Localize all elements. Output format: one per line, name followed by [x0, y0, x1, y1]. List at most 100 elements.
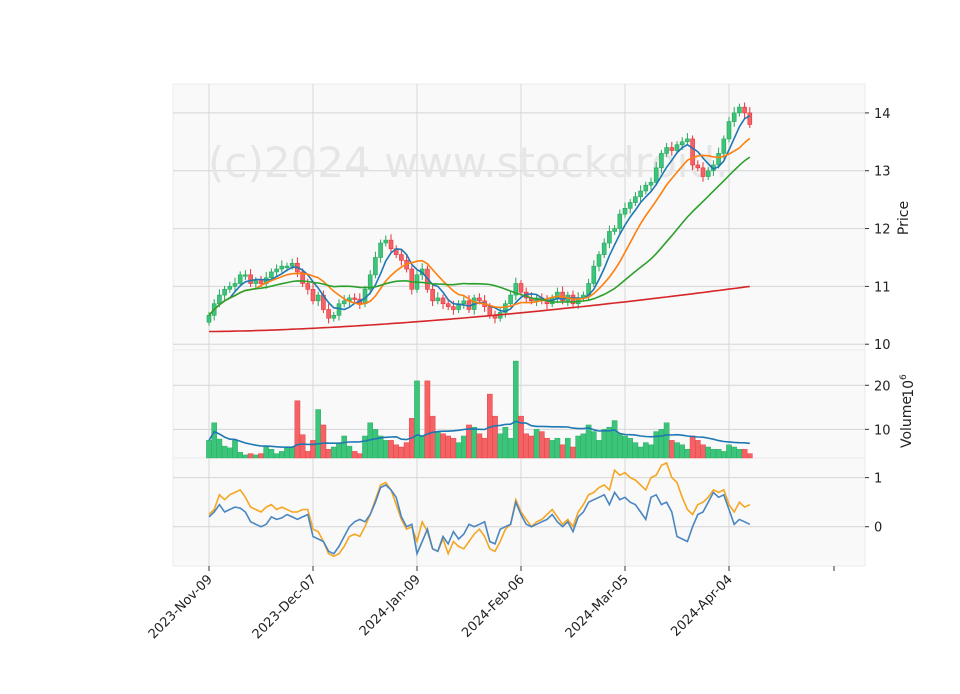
candle-up	[274, 268, 279, 273]
volume-bar-up	[263, 446, 270, 459]
volume-bar-up	[216, 438, 223, 459]
candle-up	[284, 265, 290, 268]
candle-up	[513, 283, 519, 296]
candle-down	[430, 288, 435, 302]
volume-bar-up	[731, 446, 737, 459]
candle-up	[664, 147, 669, 154]
volume-bar-up	[632, 442, 639, 459]
candle-up	[607, 231, 612, 244]
volume-axis-label: Volume	[899, 396, 915, 448]
volume-bar-up	[471, 426, 478, 459]
candle-up	[331, 315, 337, 319]
volume-bar-up	[622, 435, 628, 459]
x-tick-label: 2024-Mar-05	[563, 572, 632, 641]
candle-down	[258, 280, 264, 284]
volume-bar-up	[226, 447, 233, 459]
volume-bar-down	[403, 442, 410, 459]
volume-bar-up	[637, 446, 644, 459]
candle-up	[237, 274, 243, 284]
candle-up	[638, 190, 643, 198]
volume-bar-down	[310, 440, 316, 459]
volume-bar-up	[679, 444, 685, 459]
candle-up	[685, 138, 690, 143]
volume-bar-up	[627, 437, 633, 459]
volume-bar-up	[237, 452, 244, 459]
candle-down	[487, 306, 493, 316]
volume-bar-up	[372, 429, 379, 459]
volume-bar-down	[559, 444, 566, 459]
volume-bar-down	[388, 440, 394, 459]
volume-bar-up	[232, 440, 238, 459]
volume-bar-up	[279, 451, 285, 459]
volume-bar-down	[741, 448, 748, 459]
volume-bar-down	[294, 400, 301, 459]
candle-up	[378, 242, 383, 258]
volume-bar-down	[539, 431, 545, 459]
volume-bar-up	[674, 442, 680, 459]
oscillator-tick-label: 1	[874, 472, 882, 487]
volume-bar-up	[736, 448, 743, 459]
oscillator-line-a	[208, 484, 751, 557]
watermark-text: (c)2024 www.stockdroid.	[208, 138, 729, 187]
volume-bar-up	[502, 426, 509, 459]
volume-bar-down	[445, 435, 452, 459]
x-tick-label: 2024-Jan-09	[357, 572, 424, 639]
volume-bar-up	[643, 442, 649, 459]
volume-bar-up	[346, 445, 353, 459]
volume-bar-up	[601, 429, 607, 459]
candle-up	[336, 303, 342, 316]
volume-bar-up	[596, 440, 602, 459]
candle-down	[440, 297, 446, 305]
volume-bar-down	[258, 453, 264, 459]
volume-bar-down	[398, 446, 405, 459]
candle-down	[669, 147, 675, 151]
candle-down	[399, 254, 404, 261]
volume-bar-down	[305, 451, 311, 459]
candle-up	[279, 265, 285, 270]
candle-down	[747, 112, 753, 125]
price-tick-label: 11	[874, 280, 891, 295]
price-tick-label: 10	[874, 338, 891, 353]
candle-up	[243, 274, 248, 277]
candle-up	[222, 288, 227, 296]
volume-bar-up	[242, 454, 249, 459]
volume-bar-down	[393, 444, 400, 459]
volume-bar-up	[377, 435, 384, 459]
candle-up	[591, 265, 597, 284]
candle-down	[326, 309, 331, 319]
volume-bar-up	[497, 433, 504, 459]
volume-bar-up	[591, 431, 597, 459]
volume-bar-down	[570, 446, 576, 459]
volume-bar-down	[440, 433, 446, 459]
candle-down	[305, 283, 311, 290]
volume-tick-label: 20	[874, 379, 891, 394]
candle-up	[643, 184, 649, 192]
candle-up	[508, 294, 513, 305]
candle-up	[737, 106, 742, 114]
volume-bar-up	[336, 442, 342, 459]
volume-bar-up	[565, 437, 571, 459]
candle-up	[289, 262, 295, 267]
candle-up	[726, 121, 732, 140]
candle-up	[383, 239, 389, 244]
volume-bar-down	[528, 435, 535, 459]
volume-bar-up	[362, 435, 368, 459]
volume-bar-down	[481, 437, 488, 459]
volume-bar-up	[617, 433, 623, 459]
candle-up	[315, 294, 321, 302]
volume-bar-up	[206, 440, 212, 459]
candle-up	[269, 271, 274, 279]
candle-down	[409, 268, 415, 290]
price-axis-label: Price	[896, 201, 912, 235]
volume-bar-up	[461, 435, 467, 459]
ma-xlong-line	[209, 285, 750, 333]
candle-down	[352, 297, 357, 300]
candle-up	[596, 254, 602, 267]
volume-bar-up	[648, 444, 654, 459]
volume-bar-down	[544, 437, 550, 459]
candle-down	[742, 106, 747, 114]
volume-bar-up	[221, 445, 228, 459]
candle-up	[633, 196, 638, 203]
volume-bar-down	[429, 415, 436, 459]
